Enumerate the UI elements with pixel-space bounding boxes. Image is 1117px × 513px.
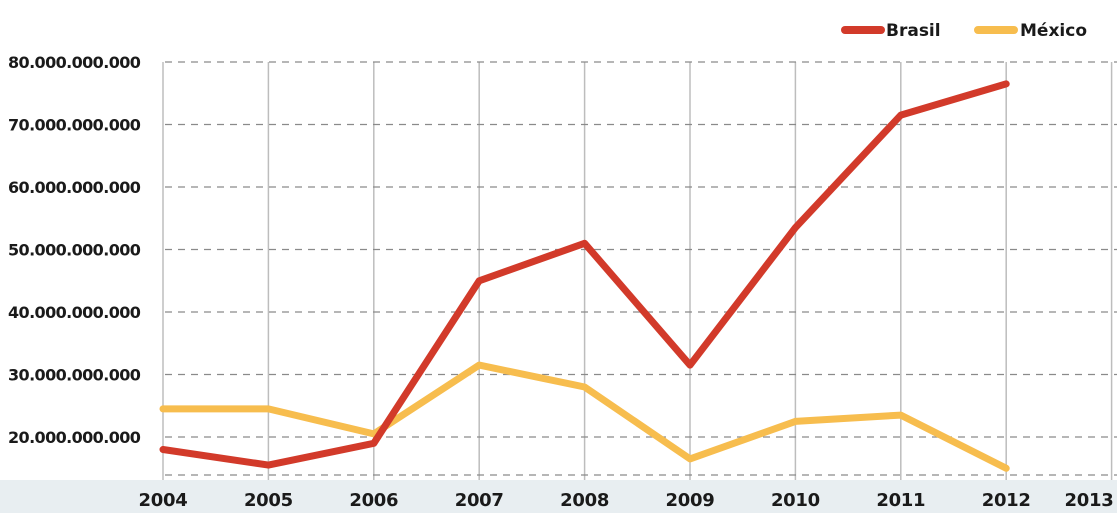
data-point-brasil-2008 <box>581 240 588 247</box>
y-tick-label: 50.000.000.000 <box>8 241 141 260</box>
data-point-méxico-2005 <box>265 405 272 413</box>
data-point-brasil-2004 <box>159 446 167 453</box>
x-tick-label-2007: 2007 <box>455 490 504 511</box>
legend-label-méxico: México <box>1020 21 1087 41</box>
data-point-brasil-2009 <box>686 361 694 369</box>
data-point-méxico-2004 <box>159 405 167 413</box>
horizontal-gridlines <box>165 61 1117 476</box>
x-tick-label-2011: 2011 <box>876 490 925 511</box>
series-lines <box>159 80 1010 472</box>
y-axis-tick-labels: 80.000.000.000 70.000.000.000 60.000.000.0… <box>8 53 141 447</box>
y-tick-label: 30.000.000.000 <box>8 366 141 385</box>
data-point-brasil-2012 <box>1003 80 1010 88</box>
x-axis-tick-labels: 2004 2005 2006 2007 2008 2009 2010 2011 2012 2013 <box>139 490 1114 511</box>
x-tick-label-2009: 2009 <box>666 490 715 511</box>
y-tick-label: 60.000.000.000 <box>8 178 141 197</box>
data-point-méxico-2008 <box>581 383 588 391</box>
x-tick-label-2006: 2006 <box>349 490 398 511</box>
x-axis-band <box>0 480 1117 513</box>
data-point-brasil-2005 <box>265 461 272 469</box>
data-point-méxico-2012 <box>1003 465 1010 472</box>
x-tick-label-2005: 2005 <box>244 490 293 511</box>
data-point-méxico-2010 <box>792 418 799 425</box>
x-tick-label-2010: 2010 <box>771 490 820 511</box>
data-point-brasil-2006 <box>370 440 377 447</box>
x-tick-label-2008: 2008 <box>560 490 609 511</box>
vertical-gridlines <box>162 62 1113 480</box>
y-tick-label: 80.000.000.000 <box>8 53 141 72</box>
data-point-brasil-2010 <box>792 224 799 231</box>
data-point-méxico-2007 <box>476 361 483 369</box>
legend-label-brasil: Brasil <box>886 21 941 41</box>
data-point-méxico-2009 <box>686 455 694 463</box>
y-tick-label: 70.000.000.000 <box>8 116 141 135</box>
data-point-brasil-2007 <box>476 277 483 284</box>
x-tick-label-2004: 2004 <box>139 490 188 511</box>
y-tick-label: 20.000.000.000 <box>8 428 141 447</box>
data-point-méxico-2011 <box>897 411 904 419</box>
data-point-brasil-2011 <box>897 111 904 119</box>
x-tick-label-2013: 2013 <box>1065 490 1114 511</box>
legend: Brasil México <box>841 21 1087 41</box>
x-tick-label-2012: 2012 <box>982 490 1031 511</box>
y-tick-label: 40.000.000.000 <box>8 303 141 322</box>
